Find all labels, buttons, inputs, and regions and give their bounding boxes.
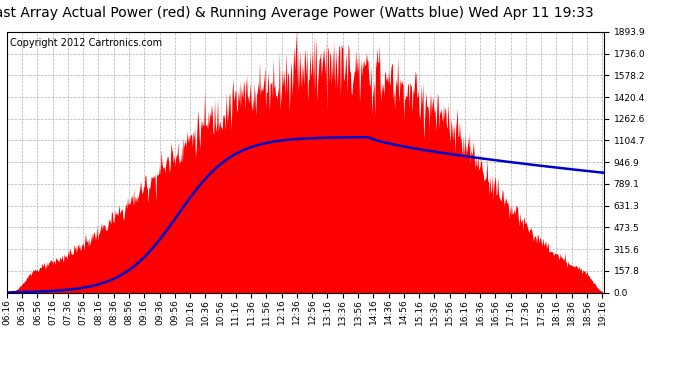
Text: East Array Actual Power (red) & Running Average Power (Watts blue) Wed Apr 11 19: East Array Actual Power (red) & Running … xyxy=(0,6,593,20)
Text: Copyright 2012 Cartronics.com: Copyright 2012 Cartronics.com xyxy=(10,38,162,48)
